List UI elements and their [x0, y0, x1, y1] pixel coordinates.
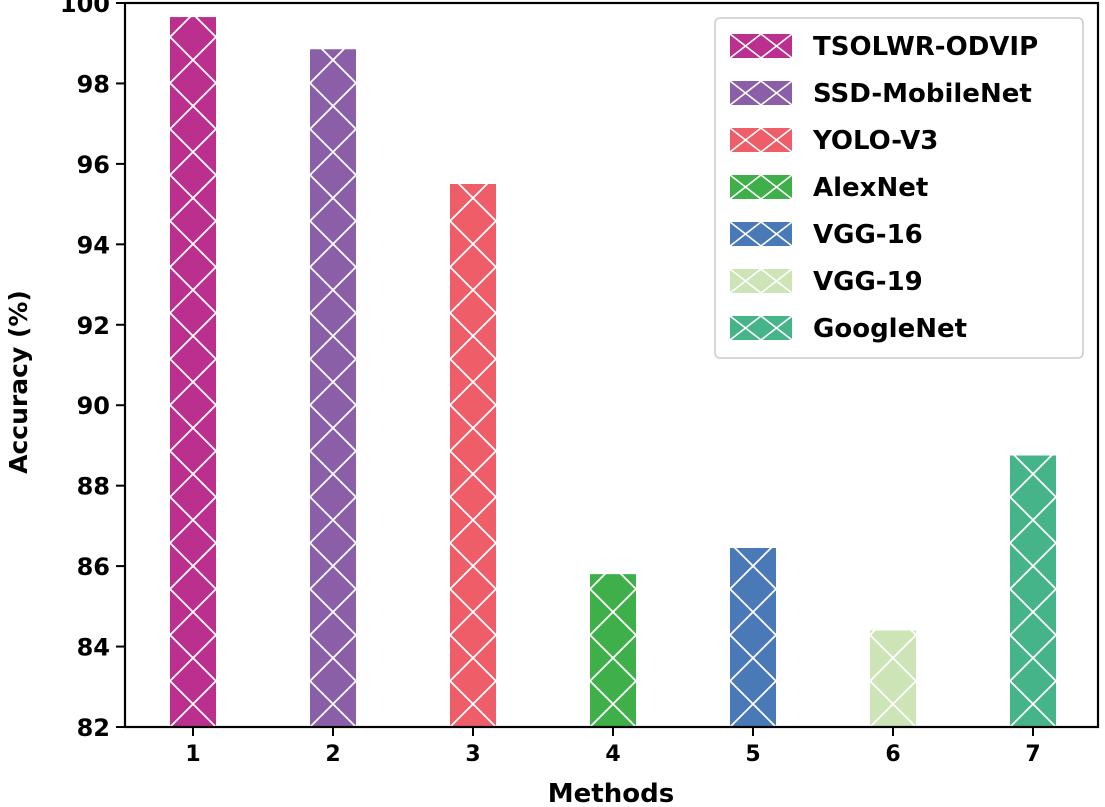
bar-tsolwr-odvip [170, 17, 216, 728]
x-tick-label: 2 [325, 742, 340, 767]
y-tick-label: 90 [77, 392, 110, 420]
x-axis-title: Methods [548, 779, 674, 807]
x-tick-label: 7 [1025, 742, 1040, 767]
legend-label: AlexNet [813, 173, 928, 203]
legend-label: SSD-MobileNet [813, 79, 1032, 109]
legend-swatch [730, 175, 792, 199]
bar-alexnet [590, 574, 636, 727]
legend-swatch [730, 316, 792, 340]
legend-swatch [730, 222, 792, 246]
bars-group [170, 17, 1056, 728]
y-tick-label: 88 [77, 473, 110, 501]
y-axis-title: Accuracy (%) [4, 290, 33, 474]
bar-googlenet [1010, 455, 1056, 727]
legend-label: VGG-16 [813, 220, 923, 250]
legend-label: YOLO-V3 [812, 126, 938, 156]
x-tick-label: 1 [185, 742, 200, 767]
x-tick-label: 3 [465, 742, 480, 767]
y-tick-label: 96 [77, 151, 110, 179]
legend-swatch [730, 81, 792, 105]
y-tick-label: 84 [77, 634, 110, 662]
y-ticks-group: 82 84 86 88 90 92 94 96 98 100 [60, 0, 125, 742]
bar-yolo-v3 [450, 184, 496, 727]
legend-label: GoogleNet [813, 314, 967, 344]
y-tick-label: 100 [60, 0, 110, 18]
legend-label: VGG-19 [813, 267, 923, 297]
legend-swatch [730, 34, 792, 58]
bar-ssd-mobilenet [310, 49, 356, 727]
x-tick-label: 6 [885, 742, 900, 767]
axes-group [123, 1, 1100, 729]
legend-label: TSOLWR-ODVIP [813, 32, 1038, 62]
plot-frame [123, 1, 1100, 729]
bar-vgg-16 [730, 548, 776, 727]
y-tick-label: 82 [77, 714, 110, 742]
bar-vgg-19 [870, 630, 916, 727]
legend-box [714, 17, 1084, 359]
y-tick-label: 86 [77, 553, 110, 581]
y-tick-label: 92 [77, 312, 110, 340]
y-tick-label: 98 [77, 70, 110, 98]
x-tick-label: 4 [605, 742, 620, 767]
legend-swatch [730, 269, 792, 293]
x-ticks-group: 1 2 3 4 5 6 7 [185, 727, 1041, 767]
x-tick-label: 5 [745, 742, 760, 767]
y-tick-label: 94 [77, 231, 110, 259]
legend-swatch [730, 128, 792, 152]
legend: TSOLWR-ODVIP SSD-MobileNet YOLO-V3 AlexNet V… [714, 17, 1084, 359]
